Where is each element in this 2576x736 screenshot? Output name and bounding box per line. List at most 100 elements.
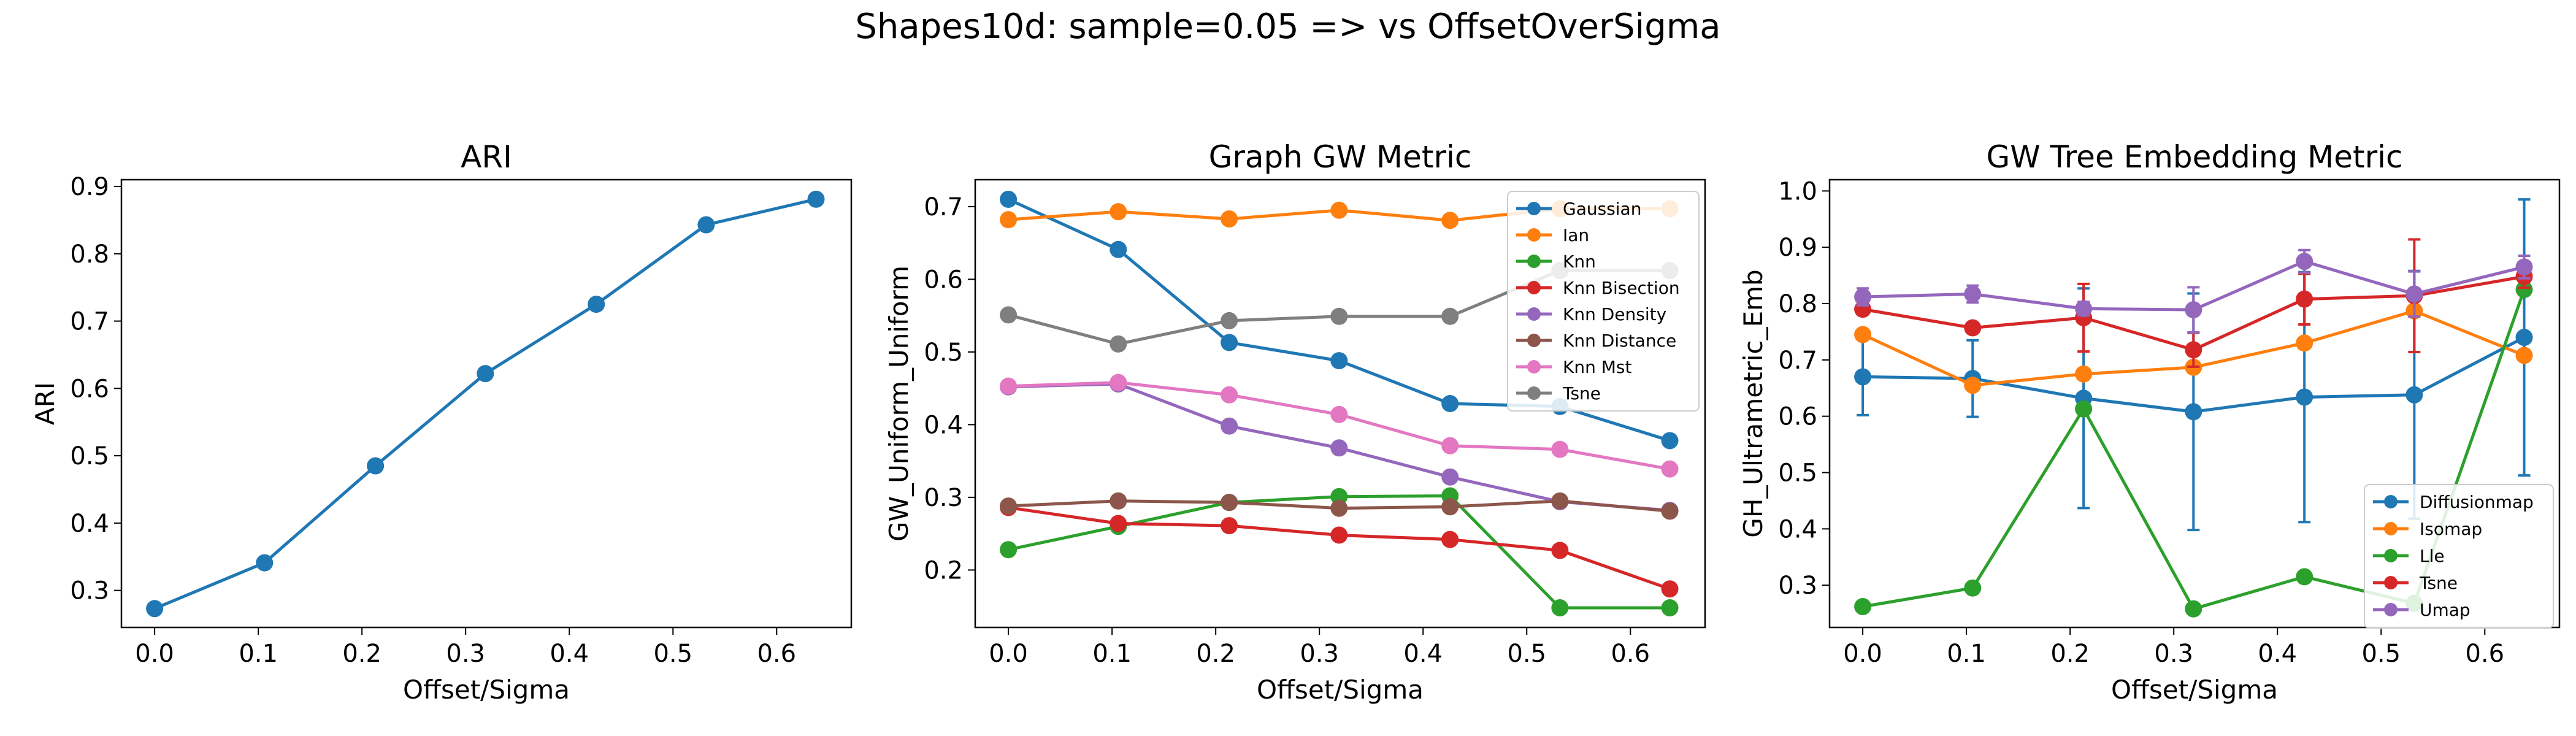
data-point	[1000, 190, 1018, 208]
data-point	[1854, 598, 1872, 616]
legend: Diffusionmap Isomap Lle Tsne Umap	[2364, 484, 2554, 629]
legend-marker	[1527, 255, 1541, 268]
data-point	[1441, 498, 1459, 516]
legend-item: Lle	[2373, 546, 2445, 566]
data-point	[1551, 492, 1569, 510]
data-point	[1330, 439, 1348, 457]
series-knn-bisection	[1000, 499, 1679, 598]
x-tick-label: 0.1	[1092, 640, 1132, 668]
legend-label: Knn Density	[1563, 304, 1666, 324]
data-point	[588, 296, 605, 313]
data-point	[1441, 395, 1459, 412]
x-tick-label: 0.5	[1507, 640, 1546, 668]
data-point	[1221, 386, 1238, 404]
data-point	[2405, 285, 2423, 303]
data-point	[1000, 541, 1018, 559]
data-point	[1854, 288, 1872, 305]
data-point	[1964, 377, 1982, 394]
data-point	[2185, 341, 2202, 359]
y-tick-label: 0.7	[70, 308, 109, 336]
legend-marker	[2384, 603, 2398, 616]
panel-title: Graph GW Metric	[1209, 139, 1472, 175]
data-point	[1661, 599, 1679, 617]
data-point	[1221, 210, 1238, 228]
x-tick-label: 0.0	[989, 640, 1028, 668]
legend-item: Knn Bisection	[1516, 278, 1680, 298]
legend-item: Knn	[1516, 251, 1596, 272]
y-axis-label: GW_Uniform_Uniform	[884, 266, 914, 542]
data-point	[1221, 517, 1238, 535]
legend: Gaussian Ian Knn Knn Bisection Knn Density Kn…	[1507, 191, 1700, 412]
series-line	[154, 197, 817, 610]
data-point	[1110, 374, 1127, 391]
data-point	[1000, 306, 1018, 324]
legend-marker	[2384, 549, 2398, 562]
data-point	[1330, 526, 1348, 544]
y-axis-label: GH_Ultrametric_Emb	[1738, 269, 1768, 537]
data-point	[1110, 240, 1127, 258]
y-tick-label: 0.3	[1778, 572, 1817, 600]
series-umap	[1854, 248, 2533, 334]
legend-item: Knn Mst	[1516, 357, 1632, 377]
data-point	[1221, 417, 1238, 435]
y-tick-label: 0.2	[924, 556, 963, 585]
data-point	[2075, 300, 2093, 318]
y-tick-label: 0.6	[924, 266, 963, 294]
data-point	[1330, 307, 1348, 325]
y-tick-label: 0.5	[1778, 459, 1817, 487]
y-tick-label: 0.9	[70, 173, 109, 201]
legend-label: Lle	[2420, 546, 2445, 566]
data-point	[477, 365, 494, 383]
legend-item: Ian	[1516, 225, 1589, 245]
legend-label: Knn Mst	[1563, 357, 1632, 377]
legend-label: Ian	[1563, 225, 1589, 245]
data-point	[2296, 388, 2313, 406]
x-tick-label: 0.0	[135, 640, 174, 668]
legend-item: Umap	[2373, 600, 2471, 620]
data-point	[1551, 542, 1569, 559]
panel-title: ARI	[461, 139, 512, 175]
data-point	[1221, 494, 1238, 512]
y-tick-label: 0.7	[1778, 347, 1817, 375]
data-point	[1551, 599, 1569, 617]
data-point	[1854, 368, 1872, 386]
data-point	[1661, 502, 1679, 520]
x-axis-label: Offset/Sigma	[1257, 675, 1424, 705]
data-point	[2185, 301, 2202, 319]
data-point	[2296, 290, 2313, 308]
y-tick-label: 0.5	[70, 442, 109, 470]
legend-box	[2364, 484, 2554, 629]
legend-label: Knn Bisection	[1563, 278, 1680, 298]
x-tick-label: 0.3	[2154, 640, 2193, 668]
y-tick-label: 0.9	[1778, 234, 1817, 262]
series-line	[1008, 505, 1671, 591]
data-point	[697, 216, 715, 234]
data-point	[2515, 329, 2533, 347]
data-point	[256, 554, 274, 572]
y-axis-label: ARI	[30, 382, 60, 425]
x-axis-label: Offset/Sigma	[403, 675, 570, 705]
legend-marker	[1527, 228, 1541, 242]
legend-marker	[2384, 522, 2398, 535]
x-tick-label: 0.1	[1947, 640, 1986, 668]
y-tick-label: 0.4	[70, 510, 109, 538]
data-point	[1221, 334, 1238, 351]
data-point	[2185, 600, 2202, 618]
data-point	[2185, 403, 2202, 421]
legend-item: Gaussian	[1516, 199, 1641, 219]
legend-label: Gaussian	[1563, 199, 1641, 219]
legend-item: Diffusionmap	[2373, 492, 2534, 512]
data-point	[1661, 460, 1679, 478]
data-point	[2075, 400, 2093, 418]
data-point	[2296, 568, 2313, 586]
data-point	[2515, 281, 2533, 299]
legend-label: Knn	[1563, 251, 1596, 272]
legend-marker	[1527, 360, 1541, 374]
legend-label: Diffusionmap	[2420, 492, 2534, 512]
data-point	[146, 600, 164, 618]
y-tick-label: 0.6	[1778, 403, 1817, 431]
data-point	[1330, 405, 1348, 423]
y-tick-label: 0.8	[70, 240, 109, 269]
panel-3: GW Tree Embedding Metric 0.0 0.1 0.2 0.3 0.4 0…	[1738, 139, 2561, 705]
data-point	[367, 457, 385, 475]
